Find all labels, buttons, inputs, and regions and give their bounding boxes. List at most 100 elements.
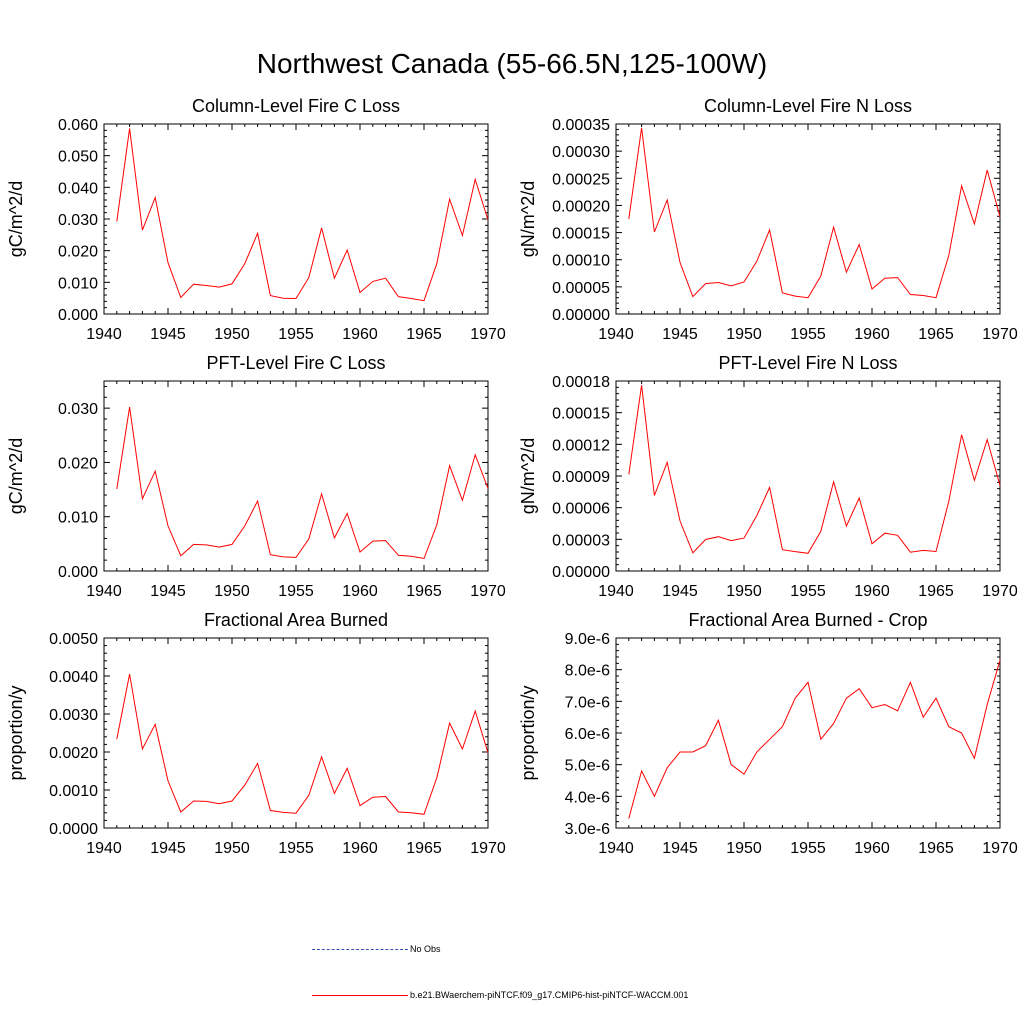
y-tick-label: 0.00009 (552, 469, 610, 486)
x-tick-label: 1945 (150, 840, 186, 857)
x-tick-label: 1940 (86, 583, 122, 600)
y-tick-label: 0.00020 (552, 198, 610, 215)
x-tick-label: 1970 (470, 583, 506, 600)
series-line (628, 127, 1001, 299)
x-tick-label: 1955 (790, 840, 826, 857)
y-tick-label: 0.0050 (49, 631, 98, 648)
chart-panel-2: Column-Level Fire N Loss 1940 1945 1950 1955… (518, 96, 1018, 343)
y-tick-label: 0.020 (58, 244, 98, 261)
y-tick-label: 0.0010 (49, 783, 98, 800)
panel-title: PFT-Level Fire C Loss (206, 353, 385, 373)
y-tick-label: 9.0e-6 (565, 631, 610, 648)
y-tick-label: 4.0e-6 (565, 789, 610, 806)
x-tick-label: 1950 (214, 583, 250, 600)
plot-frame (615, 637, 1001, 829)
y-tick-label: 0.020 (58, 455, 98, 472)
x-tick-label: 1965 (918, 583, 954, 600)
legend-no-obs-label: No Obs (410, 944, 441, 954)
panel-title: PFT-Level Fire N Loss (718, 353, 897, 373)
y-tick-label: 0.0020 (49, 745, 98, 762)
x-tick-label: 1970 (982, 326, 1018, 343)
y-axis-label: gC/m^2/d (6, 181, 26, 257)
y-tick-label: 0.010 (58, 510, 98, 527)
y-tick-label: 0.00035 (552, 117, 610, 134)
y-tick-label: 0.00005 (552, 280, 610, 297)
y-tick-label: 0.00030 (552, 144, 610, 161)
y-tick-label: 0.030 (58, 212, 98, 229)
y-tick-label: 0.000 (58, 564, 98, 581)
y-axis-label: gN/m^2/d (518, 438, 538, 514)
y-axis-label: gN/m^2/d (518, 181, 538, 257)
x-tick-label: 1955 (278, 840, 314, 857)
x-tick-label: 1965 (918, 840, 954, 857)
x-tick-label: 1955 (278, 583, 314, 600)
x-tick-label: 1960 (854, 326, 890, 343)
chart-panel-3: PFT-Level Fire C Loss 1940 1945 1950 1955 196… (6, 353, 506, 600)
y-tick-label: 0.0030 (49, 707, 98, 724)
series-line (628, 385, 1001, 554)
panel-title: Column-Level Fire N Loss (704, 96, 912, 116)
x-tick-label: 1945 (662, 583, 698, 600)
y-axis-label: proportion/y (518, 685, 538, 780)
y-tick-label: 0.00015 (552, 226, 610, 243)
x-tick-label: 1940 (86, 326, 122, 343)
y-tick-label: 0.050 (58, 149, 98, 166)
y-tick-label: 5.0e-6 (565, 758, 610, 775)
x-tick-label: 1965 (918, 326, 954, 343)
y-tick-label: 6.0e-6 (565, 726, 610, 743)
x-tick-label: 1970 (982, 583, 1018, 600)
x-tick-label: 1965 (406, 583, 442, 600)
y-tick-label: 0.040 (58, 180, 98, 197)
chart-panel-4: PFT-Level Fire N Loss 1940 1945 1950 1955 196… (518, 353, 1018, 600)
figure-title: Northwest Canada (55-66.5N,125-100W) (256, 48, 768, 79)
x-tick-label: 1960 (342, 326, 378, 343)
y-tick-label: 0.00018 (552, 374, 610, 391)
y-tick-label: 0.00006 (552, 501, 610, 518)
x-tick-label: 1940 (598, 326, 634, 343)
x-tick-label: 1955 (790, 583, 826, 600)
legend-run-label: b.e21.BWaerchem-piNTCF.f09_g17.CMIP6-his… (410, 990, 689, 1000)
x-tick-label: 1960 (854, 583, 890, 600)
y-tick-label: 3.0e-6 (565, 821, 610, 838)
legend-run-line (312, 995, 408, 996)
x-tick-label: 1970 (470, 840, 506, 857)
x-tick-label: 1950 (726, 583, 762, 600)
y-tick-label: 8.0e-6 (565, 663, 610, 680)
x-tick-label: 1940 (598, 583, 634, 600)
y-tick-label: 0.00015 (552, 406, 610, 423)
x-tick-label: 1945 (662, 840, 698, 857)
y-tick-label: 0.00010 (552, 253, 610, 270)
x-tick-label: 1965 (406, 840, 442, 857)
y-axis-label: gC/m^2/d (6, 438, 26, 514)
y-tick-label: 7.0e-6 (565, 694, 610, 711)
panel-title: Fractional Area Burned - Crop (688, 610, 927, 630)
x-tick-label: 1965 (406, 326, 442, 343)
x-tick-label: 1970 (982, 840, 1018, 857)
x-tick-label: 1955 (278, 326, 314, 343)
y-tick-label: 0.000 (58, 307, 98, 324)
y-tick-label: 0.030 (58, 401, 98, 418)
y-tick-label: 0.00003 (552, 532, 610, 549)
plot-frame (103, 123, 489, 315)
x-tick-label: 1970 (470, 326, 506, 343)
legend-no-obs-line (312, 949, 408, 950)
y-axis-label: proportion/y (6, 685, 26, 780)
x-tick-label: 1945 (150, 583, 186, 600)
x-tick-label: 1940 (86, 840, 122, 857)
series-line (628, 660, 1001, 819)
chart-panel-1: Column-Level Fire C Loss 1940 1945 1950 1955… (6, 96, 506, 343)
x-tick-label: 1950 (726, 840, 762, 857)
series-line (116, 407, 489, 560)
x-tick-label: 1950 (214, 840, 250, 857)
x-tick-label: 1960 (854, 840, 890, 857)
y-tick-label: 0.0000 (49, 821, 98, 838)
plot-frame (615, 123, 1001, 315)
y-tick-label: 0.010 (58, 275, 98, 292)
x-tick-label: 1960 (342, 583, 378, 600)
panel-title: Fractional Area Burned (204, 610, 388, 630)
chart-panel-6: Fractional Area Burned - Crop 1940 1945 195… (518, 610, 1018, 857)
y-tick-label: 0.00025 (552, 171, 610, 188)
y-tick-label: 0.00000 (552, 307, 610, 324)
plot-frame (103, 637, 489, 829)
